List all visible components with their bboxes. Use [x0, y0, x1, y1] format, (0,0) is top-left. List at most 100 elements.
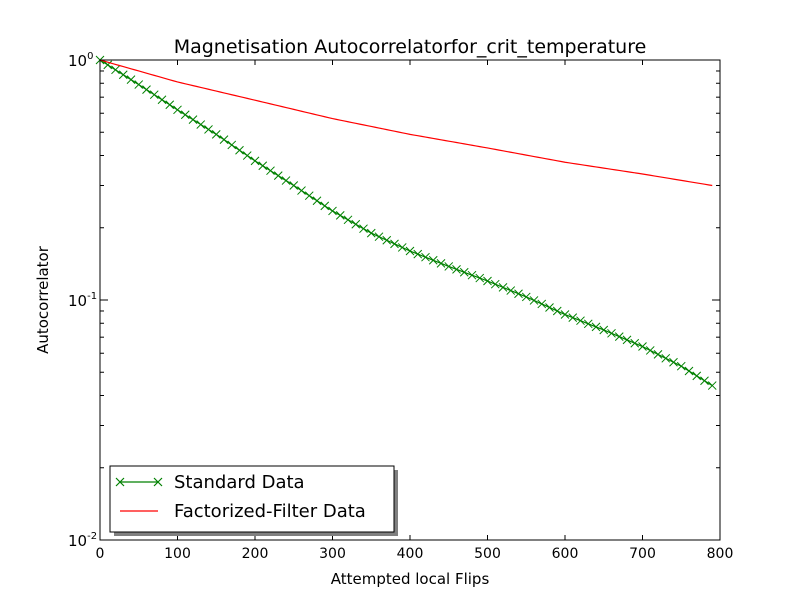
series-marker: [444, 262, 454, 271]
legend-marker-standard-right: [153, 477, 163, 487]
series-marker: [413, 249, 423, 259]
series-marker: [374, 232, 384, 242]
series-marker: [452, 264, 461, 274]
x-tick-label: 500: [474, 546, 501, 562]
series-marker: [653, 350, 663, 359]
series-marker: [661, 353, 671, 363]
series-marker: [583, 319, 593, 329]
series-marker: [126, 75, 136, 85]
series-marker: [103, 60, 113, 70]
series-marker: [173, 105, 182, 115]
series-marker: [335, 211, 345, 220]
series-marker: [638, 342, 647, 351]
series-marker: [483, 276, 492, 286]
series-marker: [258, 161, 268, 171]
series-marker: [568, 313, 578, 322]
series-marker: [196, 120, 206, 129]
legend-box: [109, 465, 395, 533]
series-marker: [204, 125, 213, 134]
series-marker: [289, 181, 299, 190]
series-marker: [180, 110, 190, 120]
series-marker: [297, 186, 306, 195]
series-1: [99, 59, 713, 187]
series-line-1: [99, 59, 713, 187]
series-marker: [351, 219, 361, 229]
series-marker: [242, 151, 252, 160]
series-marker: [304, 191, 314, 201]
series-line-0: [99, 59, 713, 387]
series-marker: [545, 303, 554, 312]
legend-label-standard: Standard Data: [174, 472, 305, 493]
x-tick-label: 200: [242, 546, 269, 562]
series-marker: [622, 335, 632, 345]
series-marker: [390, 239, 399, 249]
series-marker: [235, 145, 244, 155]
series-marker: [676, 361, 686, 371]
series-0: [95, 55, 717, 390]
series-marker: [157, 95, 167, 105]
series-marker: [521, 292, 531, 302]
series-marker: [428, 255, 438, 265]
legend-marker-standard-left: [115, 477, 125, 487]
series-marker: [436, 258, 446, 268]
series-marker: [405, 246, 415, 256]
series-marker: [421, 252, 430, 262]
ticks-layer: 0 100 200 300 400 500 600 700 800 100 10-1 10-2: [68, 51, 733, 562]
series-marker: [273, 171, 283, 180]
series-marker: [227, 140, 237, 150]
series-marker: [614, 332, 624, 341]
x-axis-label: Attempted local Flips: [331, 570, 490, 588]
series-marker: [692, 371, 702, 381]
series-marker: [576, 316, 585, 326]
series-marker: [281, 176, 291, 185]
series-marker: [537, 299, 547, 309]
y-axis-label: Autocorrelator: [34, 245, 52, 354]
series-marker: [211, 129, 221, 139]
series-marker: [607, 328, 616, 338]
series-marker: [529, 296, 539, 305]
legend: Standard Data Factorized-Filter Data: [109, 465, 398, 536]
series-marker: [599, 325, 609, 335]
x-tick-label: 100: [164, 546, 191, 562]
legend-label-factorized: Factorized-Filter Data: [174, 501, 366, 522]
chart-title: Magnetisation Autocorrelatorfor_crit_tem…: [174, 36, 647, 58]
series-marker: [359, 224, 368, 234]
series-marker: [490, 279, 500, 289]
series-marker: [134, 80, 144, 89]
series-marker: [219, 135, 229, 145]
series-marker: [343, 215, 353, 225]
series-marker: [142, 85, 151, 94]
series-marker: [188, 115, 198, 124]
series-marker: [165, 100, 175, 110]
series-marker: [700, 376, 709, 386]
series-marker: [118, 70, 128, 80]
series-marker: [506, 286, 516, 295]
series-marker: [459, 267, 469, 277]
y-tick-label: 10-1: [68, 291, 97, 310]
series-marker: [320, 201, 330, 211]
y-tick-label: 10-2: [68, 531, 97, 550]
x-tick-label: 800: [707, 546, 734, 562]
series-marker: [498, 283, 508, 292]
series-marker: [707, 381, 717, 390]
series-marker: [250, 156, 260, 166]
series-marker: [630, 338, 640, 348]
series-marker: [475, 273, 485, 283]
x-tick-label: 700: [629, 546, 656, 562]
series-marker: [684, 366, 694, 376]
y-tick-label: 100: [68, 51, 93, 70]
series-marker: [669, 357, 678, 367]
series-marker: [328, 206, 337, 216]
x-tick-label: 400: [397, 546, 424, 562]
series-marker: [382, 235, 392, 245]
series-marker: [591, 322, 601, 332]
series-marker: [111, 65, 120, 75]
series-layer: [95, 55, 717, 390]
series-marker: [467, 270, 477, 280]
series-marker: [514, 289, 523, 299]
series-marker: [397, 243, 407, 252]
series-marker: [266, 166, 275, 176]
series-marker: [552, 306, 562, 316]
series-marker: [149, 90, 159, 100]
